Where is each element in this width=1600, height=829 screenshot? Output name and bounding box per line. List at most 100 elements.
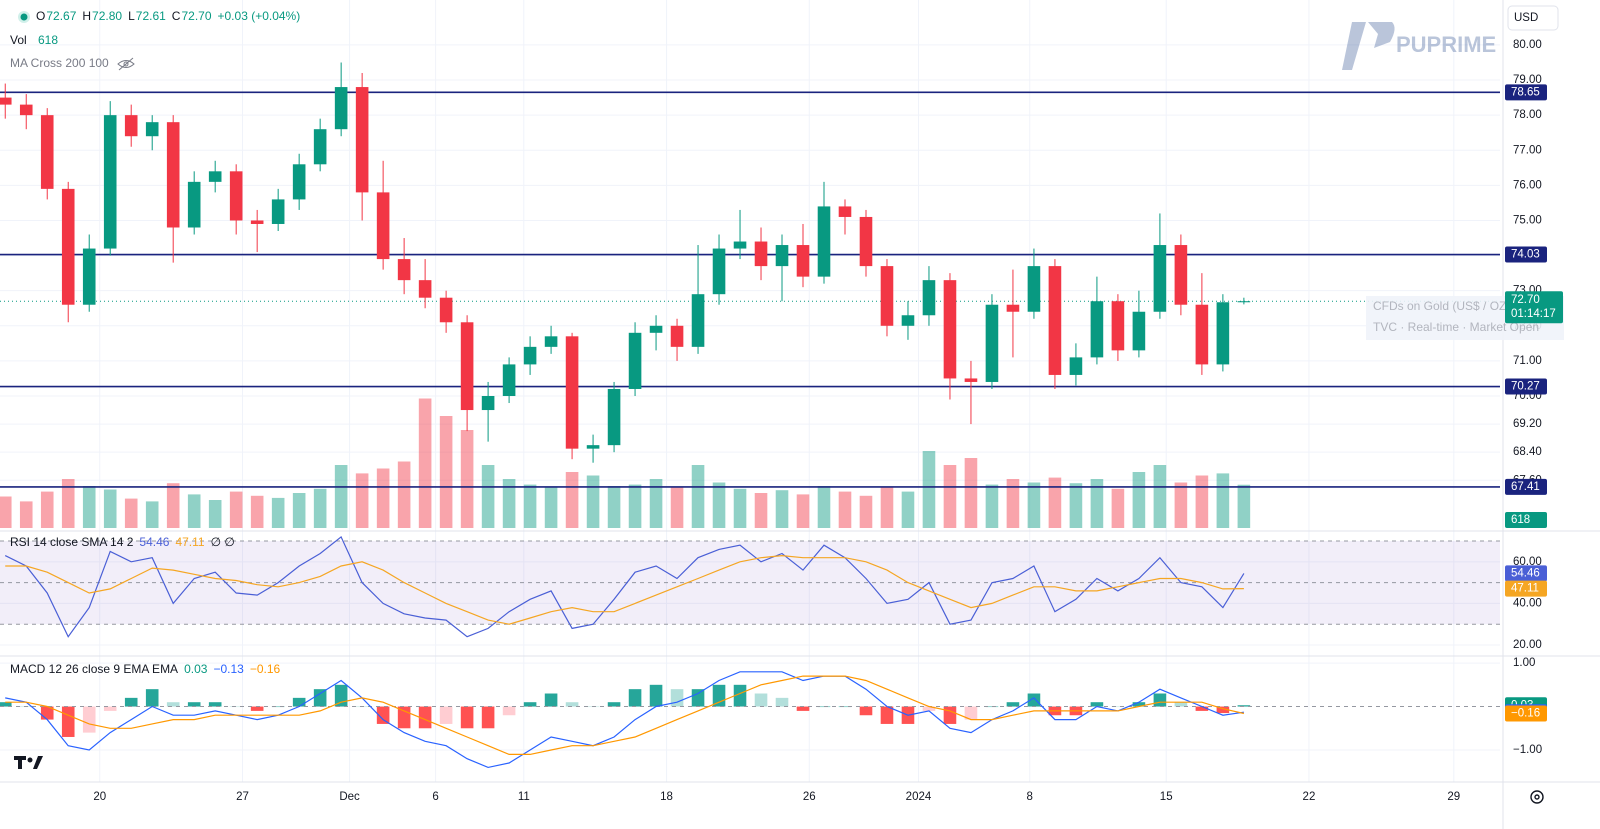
volume-bar (103, 489, 117, 528)
macd-hist-bar (712, 684, 726, 707)
tv-logo[interactable] (14, 756, 43, 769)
candle-body (586, 445, 600, 449)
candle-body (1111, 301, 1125, 351)
macd-hist-bar (418, 706, 432, 729)
macd-hist-bar (628, 689, 642, 707)
macd-hist-bar (1132, 702, 1146, 707)
volume-bar (313, 488, 327, 528)
ohlc-value: 72.67 (46, 9, 76, 23)
volume-bar (859, 495, 873, 528)
settings-icon[interactable] (1530, 790, 1544, 804)
volume-bar (754, 493, 768, 528)
macd-hist-bar (733, 684, 747, 707)
macd-hist-bar (1090, 702, 1104, 707)
ohlc-key: H (82, 9, 91, 23)
volume-bar (775, 490, 789, 528)
volume-label-box (1505, 512, 1547, 528)
volume-bar (166, 483, 180, 528)
candle-body (1006, 304, 1020, 312)
macd-hist-bar (775, 697, 789, 707)
volume-bar (901, 491, 915, 528)
macd-hist-bar (1153, 693, 1167, 707)
volume-bar (82, 486, 96, 528)
volume-bar (649, 479, 663, 528)
macd-tick-label: 1.00 (1513, 657, 1535, 669)
level-label-box (1505, 246, 1547, 263)
candle-body (796, 245, 810, 277)
volume-bar (40, 491, 54, 528)
candle-body (439, 297, 453, 323)
x-tick-label: 26 (803, 791, 816, 803)
macd-hist-bar (145, 689, 159, 707)
volume-bar (586, 475, 600, 528)
volume-bar (943, 465, 957, 528)
level-label: 70.27 (1505, 378, 1547, 395)
candle-body (250, 220, 264, 224)
macd-line (5, 675, 1245, 755)
rsi-line (4, 535, 1245, 638)
candle-body (502, 364, 516, 396)
level-label-text: 70.27 (1511, 381, 1540, 393)
x-tick-label: 20 (93, 791, 106, 803)
level-label-text: 78.65 (1511, 86, 1540, 98)
macd-hist-bar (103, 706, 117, 711)
candle-body (964, 378, 978, 382)
rsi-tick-label: 60.00 (1513, 556, 1542, 568)
level-label-text: 67.41 (1511, 481, 1540, 493)
volume-bar (964, 458, 978, 528)
volume-bar (1111, 488, 1125, 528)
candle-body (19, 104, 33, 116)
volume-bar (670, 487, 684, 528)
hide-icon[interactable] (117, 57, 135, 71)
vol-value: 618 (38, 33, 58, 47)
level-label: 74.03 (1505, 246, 1547, 263)
rsi-last-label-text: 54.46 (1511, 567, 1540, 579)
volume-bar (229, 491, 243, 528)
candle-body (880, 266, 894, 326)
indicator-title: MACD 12 26 close 9 EMA EMA (10, 662, 178, 676)
indicator-value: 54.46 (139, 535, 169, 549)
candle-body (943, 280, 957, 379)
volume-bar (0, 496, 12, 528)
x-tick-label: 15 (1160, 791, 1173, 803)
volume-bar (838, 491, 852, 528)
ma-label: MA Cross 200 100 (10, 56, 109, 70)
candle-body (166, 122, 180, 228)
volume-bar (691, 465, 705, 528)
candle-body (628, 332, 642, 389)
candle-body (82, 248, 96, 305)
rsi-last-label: 47.11 (1505, 580, 1547, 597)
volume-bar (208, 500, 222, 528)
y-tick-label: 79.00 (1513, 74, 1542, 86)
volume-bar (292, 493, 306, 528)
candle-body (775, 245, 789, 267)
volume-bar (145, 501, 159, 528)
currency-button[interactable] (1507, 5, 1559, 31)
candle-body (1027, 266, 1041, 312)
candle-body (922, 280, 936, 316)
candle-body (481, 396, 495, 411)
candle-body (355, 87, 369, 193)
volume-bar (880, 487, 894, 528)
currency[interactable]: USD (1514, 12, 1538, 24)
macd-last-label: −0.16 (1505, 705, 1547, 722)
volume-bar (1174, 482, 1188, 528)
volume-bar (187, 494, 201, 528)
volume-bar (19, 501, 33, 528)
candle-body (460, 322, 474, 411)
candle-body (1153, 245, 1167, 312)
macd-hist-bar (208, 702, 222, 707)
macd-hist-bar (1216, 706, 1230, 714)
x-tick-label: 27 (236, 791, 249, 803)
candle-body (418, 280, 432, 298)
macd-tick-label: −1.00 (1513, 744, 1542, 756)
indicator-value: 0.03 (184, 662, 208, 676)
countdown: 01:14:17 (1511, 308, 1556, 320)
ohlc-key: L (128, 9, 135, 23)
level-label-box (1505, 378, 1547, 395)
macd-hist-bar (691, 689, 705, 707)
candle-body (313, 129, 327, 165)
volume-bar (418, 398, 432, 528)
candle-body (565, 336, 579, 449)
